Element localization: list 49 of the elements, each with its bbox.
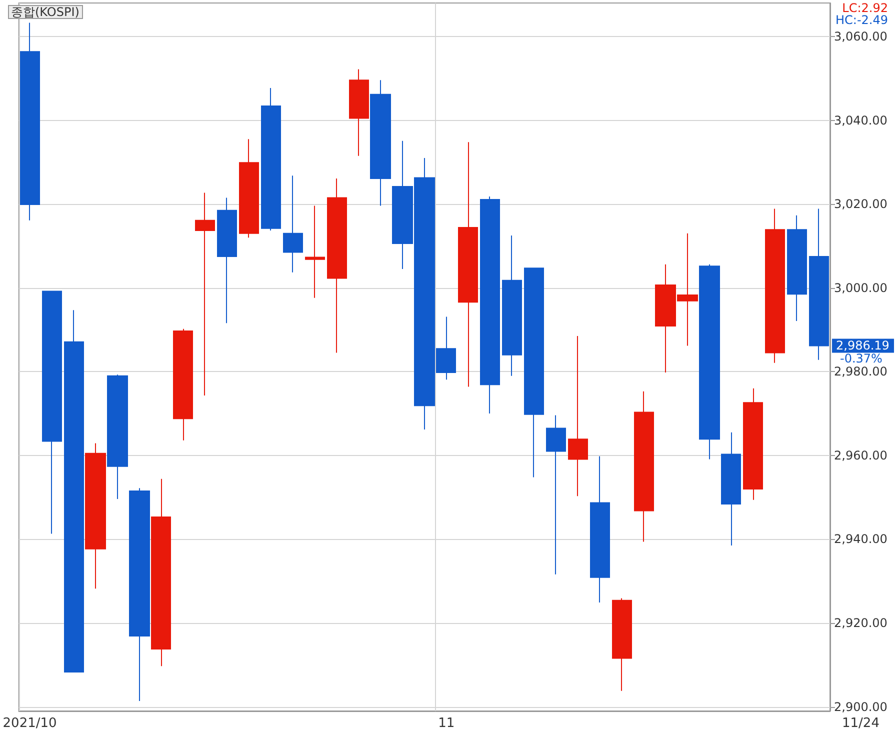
candlestick: [20, 22, 40, 221]
y-tick-label: 2,940.00: [834, 532, 888, 546]
candlestick: [64, 310, 84, 673]
text: 2,986.19: [836, 338, 890, 353]
candlestick: [349, 68, 369, 156]
y-tick-label: 3,000.00: [834, 280, 888, 295]
candlestick: [634, 390, 654, 542]
text: LC:2.92: [842, 1, 888, 15]
x-tick-label: 11: [438, 716, 455, 731]
candlestick: [42, 290, 62, 534]
y-tick-label: 2,900.00: [834, 700, 888, 714]
candlestick: [743, 388, 763, 500]
chart-title: 종합(KOSPI): [11, 5, 80, 19]
text: HC:-2.49: [836, 13, 888, 27]
candlestick: [699, 264, 720, 460]
candlestick: [458, 142, 478, 388]
candlestick: [239, 138, 259, 238]
y-tick-label: 3,040.00: [834, 113, 888, 128]
y-tick-label: 2,960.00: [834, 448, 888, 462]
candlestick: [107, 374, 128, 500]
candlestick: [217, 197, 237, 324]
x-tick-label: 2021/10: [2, 716, 57, 731]
candlestick: [480, 196, 500, 414]
candlestick: [261, 88, 281, 231]
text: -0.37%: [840, 352, 882, 366]
candlestick: [524, 268, 544, 478]
candlestick: [85, 442, 106, 590]
candlestick: [129, 488, 150, 702]
candlestick: [370, 80, 391, 206]
y-tick-label: 3,060.00: [834, 30, 888, 44]
candlestick: [502, 235, 522, 376]
candlestick: [568, 336, 588, 497]
y-tick-label: 3,020.00: [834, 197, 888, 212]
candlestick: [809, 208, 829, 360]
candlestick: [765, 208, 785, 364]
candlestick: [195, 192, 215, 396]
y-tick-label: 2,920.00: [834, 616, 888, 630]
candlestick: [151, 478, 171, 667]
candlestick: [327, 178, 347, 354]
candlestick: [787, 214, 807, 322]
candlestick: [305, 205, 325, 298]
candlestick: [283, 175, 303, 273]
candlestick: [721, 432, 741, 546]
candlestick: [546, 414, 566, 575]
candlestick: [173, 328, 193, 441]
candlestick: [612, 598, 632, 692]
candlestick: [590, 456, 610, 603]
text: 11/24: [842, 716, 880, 731]
y-tick-label: 2,980.00: [834, 364, 888, 379]
